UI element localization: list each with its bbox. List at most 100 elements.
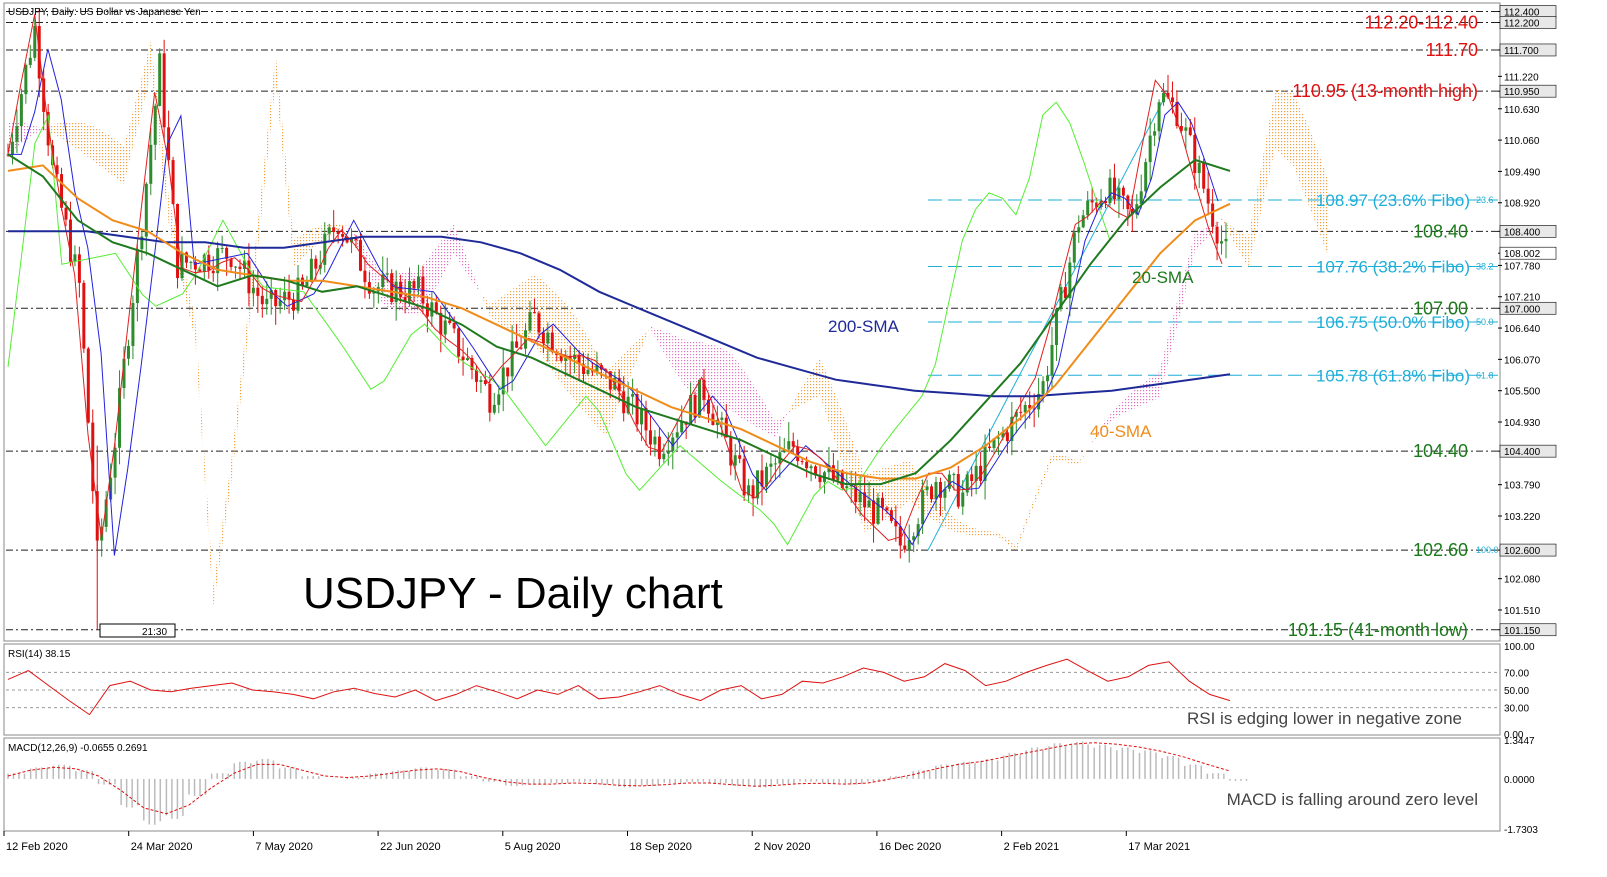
fibo-tag-5: 38.2 xyxy=(1476,261,1494,271)
cloud-segment xyxy=(726,350,731,410)
candle-body xyxy=(773,463,777,465)
cloud-segment xyxy=(940,503,945,528)
cloud-segment xyxy=(1078,455,1084,466)
candle-body xyxy=(930,486,934,500)
y-tick-label-0: 112.400 xyxy=(1504,7,1540,18)
rsi-tick-3: 30.00 xyxy=(1504,704,1529,715)
candle-body xyxy=(327,227,331,234)
candle-body xyxy=(671,437,675,452)
candle-body xyxy=(470,358,474,370)
cloud-segment xyxy=(650,326,655,337)
y-tick-label-10: 108.002 xyxy=(1504,249,1541,260)
candle-body xyxy=(140,236,144,250)
candle-body xyxy=(965,474,969,493)
cloud-segment xyxy=(1243,234,1249,268)
cloud-segment xyxy=(824,368,829,424)
candle-body xyxy=(1211,203,1215,227)
candle-body xyxy=(483,380,487,385)
cloud-segment xyxy=(1252,188,1258,249)
cloud-segment xyxy=(1096,427,1102,438)
cloud-segment xyxy=(226,462,232,516)
cloud-segment xyxy=(1176,284,1182,328)
cloud-segment xyxy=(1181,267,1186,309)
candle-body xyxy=(974,465,978,482)
candle-body xyxy=(260,295,264,305)
cloud-segment xyxy=(1234,228,1240,253)
candle-body xyxy=(1005,432,1009,442)
kijun-line xyxy=(8,48,1219,556)
tenkan-line xyxy=(7,14,1223,541)
candle-body xyxy=(341,234,345,237)
candle-body xyxy=(466,358,470,361)
candle-body xyxy=(144,183,148,237)
candle-body xyxy=(1019,411,1023,413)
cloud-segment xyxy=(1319,156,1325,246)
y-tick-label-23: 101.510 xyxy=(1504,606,1541,617)
candle-body xyxy=(68,219,72,262)
candle-body xyxy=(189,261,193,263)
cloud-segment xyxy=(1105,414,1110,428)
cloud-segment xyxy=(106,133,111,175)
candle-body xyxy=(894,520,898,527)
cloud-segment xyxy=(1208,224,1213,237)
fibo-diagonal xyxy=(927,90,1169,551)
cloud-segment xyxy=(949,513,954,532)
annotation-200-sma: 200-SMA xyxy=(828,317,900,336)
candle-body xyxy=(457,328,461,357)
x-tick-label-7: 16 Dec 2020 xyxy=(879,841,941,853)
cloud-segment xyxy=(306,229,312,254)
ichimoku-cloud xyxy=(8,41,1329,608)
level-labels: 112.20-112.40 111.70 110.95 (13-month high… xyxy=(1288,12,1499,639)
cloud-segment xyxy=(1025,509,1030,528)
candle-body xyxy=(1144,162,1148,192)
candle-body xyxy=(439,312,443,335)
fibo-tag-8: 61.8 xyxy=(1476,370,1494,380)
cloud-segment xyxy=(364,248,370,275)
cloud-segment xyxy=(574,315,580,407)
candle-body xyxy=(680,421,684,433)
rsi-tick-4: 0.00 xyxy=(1504,730,1524,741)
candle-body xyxy=(1104,200,1108,203)
candle-body xyxy=(818,475,822,483)
cloud-segment xyxy=(1052,453,1057,461)
y-tick-label-17: 104.930 xyxy=(1504,418,1541,429)
cloud-segment xyxy=(190,299,196,342)
candle-body xyxy=(880,497,884,508)
y-tick-label-6: 110.060 xyxy=(1504,136,1540,147)
candle-body xyxy=(800,461,804,463)
candle-body xyxy=(1077,227,1081,233)
cloud-segment xyxy=(298,233,303,262)
cloud-segment xyxy=(882,467,887,522)
cloud-segment xyxy=(654,328,660,346)
cloud-segment xyxy=(672,334,678,376)
cloud-segment xyxy=(480,293,486,306)
rsi-title: RSI(14) 38.15 xyxy=(8,649,71,660)
candle-body xyxy=(416,276,420,289)
cloud-segment xyxy=(828,378,834,438)
cloud-segment xyxy=(1074,459,1079,466)
cloud-segment xyxy=(953,517,959,533)
x-tick-label-1: 24 Mar 2020 xyxy=(131,841,193,853)
level-label-11: 101.15 (41-month low) xyxy=(1288,620,1468,640)
candle-body xyxy=(448,320,452,324)
candle-body xyxy=(515,341,519,348)
rsi-panel: 100.00 70.00 50.00 30.00 0.00 xyxy=(6,642,1535,741)
candle-body xyxy=(996,437,1000,439)
candle-body xyxy=(55,165,59,175)
candle-body xyxy=(1117,187,1121,200)
candle-body xyxy=(582,364,586,375)
candle-body xyxy=(33,25,37,58)
cloud-segment xyxy=(833,389,838,451)
candle-body xyxy=(229,258,233,268)
candle-body xyxy=(689,395,693,425)
x-tick-label-0: 12 Feb 2020 xyxy=(6,841,68,853)
cloud-segment xyxy=(338,224,343,230)
macd-tick-1: 0.0000 xyxy=(1504,775,1535,786)
candle-body xyxy=(550,332,554,353)
candle-body xyxy=(28,57,32,65)
candle-body xyxy=(532,312,536,314)
cloud-segment xyxy=(748,377,754,425)
cloud-segment xyxy=(204,453,209,541)
candle-body xyxy=(274,290,278,307)
